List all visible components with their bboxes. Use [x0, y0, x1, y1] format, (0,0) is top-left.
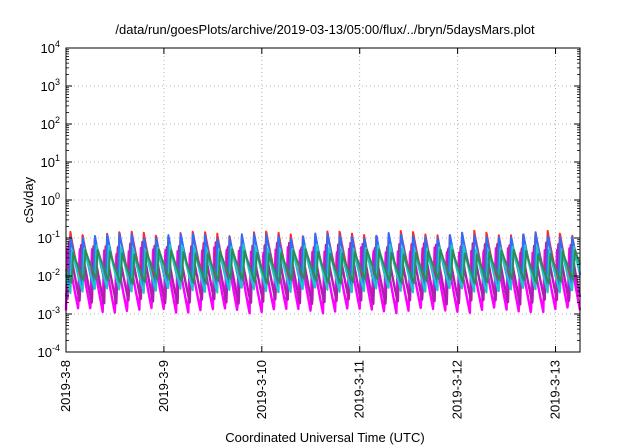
- x-tick-label: 2019-3-9: [156, 360, 171, 412]
- chart-title: /data/run/goesPlots/archive/2019-03-13/0…: [115, 22, 535, 37]
- x-tick-label: 2019-3-10: [254, 360, 269, 419]
- y-tick-label: 10-3: [38, 305, 60, 322]
- x-tick-label: 2019-3-12: [450, 360, 465, 419]
- x-tick-label: 2019-3-11: [352, 360, 367, 418]
- x-axis-label: Coordinated Universal Time (UTC): [225, 430, 424, 445]
- series-line: [65, 243, 581, 295]
- series-group: [64, 229, 582, 315]
- series-path: [65, 243, 581, 295]
- y-tick-label: 101: [41, 153, 60, 170]
- series-line: [65, 248, 581, 285]
- series-path: [65, 248, 581, 285]
- x-tick-label: 2019-3-13: [548, 360, 563, 419]
- series-path: [64, 240, 582, 306]
- y-tick-label: 10-2: [38, 267, 60, 284]
- y-axis-label: cSv/day: [21, 176, 36, 223]
- x-tick-label: 2019-3-8: [58, 360, 73, 412]
- series-line: [64, 246, 582, 315]
- y-tick-label: 10-1: [38, 229, 60, 246]
- y-tick-label: 104: [41, 39, 60, 56]
- x-axis: 2019-3-8 2019-3-9 2019-3-10 2019-3-11 2019-3…: [58, 48, 563, 419]
- series-line: [64, 240, 582, 306]
- y-tick-label: 100: [41, 191, 60, 208]
- y-tick-label: 102: [41, 115, 60, 132]
- series-path: [64, 246, 582, 315]
- y-tick-label: 103: [41, 77, 60, 94]
- y-axis: 10-4 10-3 10-2 10-1 100 101 102 103 104: [38, 39, 580, 360]
- y-tick-label: 10-4: [38, 343, 60, 360]
